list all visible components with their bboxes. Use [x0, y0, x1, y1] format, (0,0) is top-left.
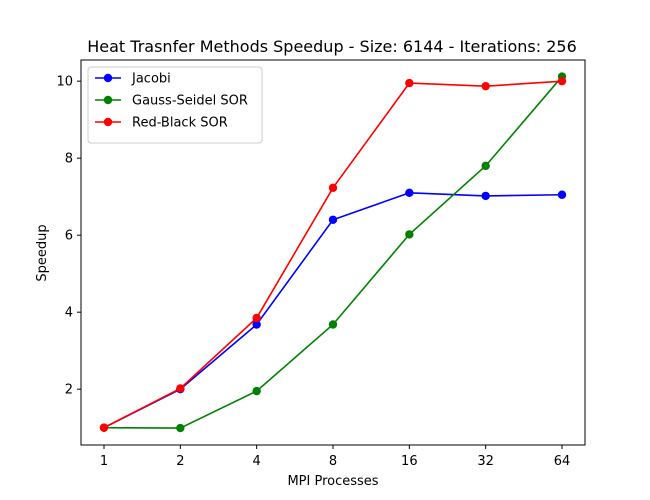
x-tick-label: 64 — [554, 454, 571, 469]
legend-item: Red-Black SOR — [95, 116, 228, 131]
legend-marker — [103, 117, 113, 127]
data-point — [99, 423, 109, 432]
data-point — [328, 320, 338, 329]
data-point — [176, 384, 185, 393]
data-point — [252, 386, 261, 396]
y-tick-label: 4 — [65, 306, 73, 321]
data-point — [405, 230, 414, 239]
series-layer — [99, 72, 567, 433]
data-point — [557, 76, 567, 86]
legend-marker — [103, 73, 113, 83]
y-tick-label: 8 — [65, 152, 73, 167]
data-point — [328, 183, 338, 193]
legend-item: Jacobi — [95, 72, 171, 87]
y-tick-label: 2 — [65, 383, 73, 398]
legend-marker — [103, 95, 113, 105]
legend-item: Gauss-Seidel SOR — [95, 94, 248, 109]
data-point — [328, 215, 338, 224]
x-tick-label: 2 — [176, 454, 184, 469]
x-tick-label: 16 — [401, 454, 418, 469]
x-tick-label: 4 — [253, 454, 261, 469]
data-point — [252, 313, 261, 323]
data-point — [481, 81, 490, 91]
y-tick-label: 10 — [56, 75, 73, 90]
legend-label: Red-Black SOR — [132, 116, 228, 131]
y-tick-label: 6 — [65, 229, 73, 244]
chart-title: Heat Trasnfer Methods Speedup - Size: 61… — [87, 37, 577, 56]
x-axis-label: MPI Processes — [287, 474, 378, 489]
x-tick-label: 1 — [100, 454, 108, 469]
x-tick-label: 32 — [477, 454, 494, 469]
data-point — [405, 78, 414, 88]
data-point — [252, 320, 261, 329]
x-tick-label: 8 — [329, 454, 337, 469]
data-point — [557, 190, 567, 199]
x-axis: 1 2 4 8 16 32 64 — [100, 445, 570, 469]
data-point — [176, 423, 185, 433]
legend: Jacobi Gauss-Seidel SOR Red-Black SOR — [87, 66, 263, 144]
y-axis: 2 4 6 8 10 — [56, 75, 81, 398]
data-point — [481, 161, 490, 171]
legend-box — [87, 66, 263, 144]
legend-label: Jacobi — [131, 72, 171, 87]
series-2 — [99, 76, 567, 432]
data-point — [481, 191, 490, 201]
data-point — [405, 188, 414, 198]
legend-label: Gauss-Seidel SOR — [132, 94, 248, 109]
y-axis-label: Speedup — [35, 224, 50, 281]
